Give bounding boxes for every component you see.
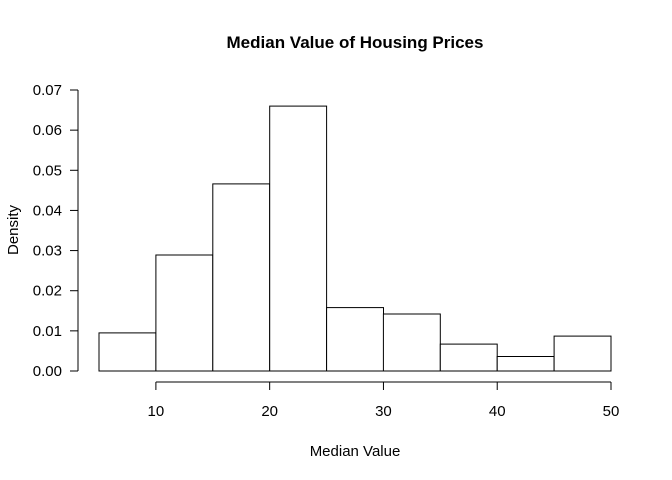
- y-axis: 0.00 0.01 0.02 0.03 0.04 0.05 0.06 0.07: [33, 82, 79, 380]
- x-axis: 10 20 30 40 50: [148, 381, 620, 420]
- x-tick-label: 10: [148, 403, 165, 420]
- y-tick-label: 0.07: [33, 82, 62, 99]
- y-tick-label: 0.05: [33, 162, 62, 179]
- histogram-bar: [553, 335, 612, 372]
- x-tick-label: 50: [603, 403, 620, 420]
- x-axis-label: Median Value: [310, 443, 401, 460]
- histogram-bar: [98, 332, 157, 372]
- histogram-bar: [439, 343, 498, 372]
- x-tick-label: 40: [489, 403, 506, 420]
- x-tick-label: 20: [261, 403, 278, 420]
- y-tick-label: 0.03: [33, 243, 62, 260]
- x-tick-label: 30: [375, 403, 392, 420]
- y-tick-label: 0.00: [33, 363, 62, 380]
- histogram-bar: [382, 313, 441, 372]
- histogram-bar: [496, 356, 555, 372]
- chart-title: Median Value of Housing Prices: [227, 33, 484, 52]
- histogram-bar: [155, 254, 214, 372]
- bars-group: [98, 105, 612, 372]
- y-tick-label: 0.06: [33, 122, 62, 139]
- histogram-bar: [212, 183, 271, 372]
- histogram-bar: [326, 307, 385, 372]
- y-tick-label: 0.01: [33, 323, 62, 340]
- y-axis-label: Density: [5, 204, 22, 255]
- y-tick-label: 0.04: [33, 202, 62, 219]
- y-tick-label: 0.02: [33, 283, 62, 300]
- histogram-bar: [269, 105, 328, 372]
